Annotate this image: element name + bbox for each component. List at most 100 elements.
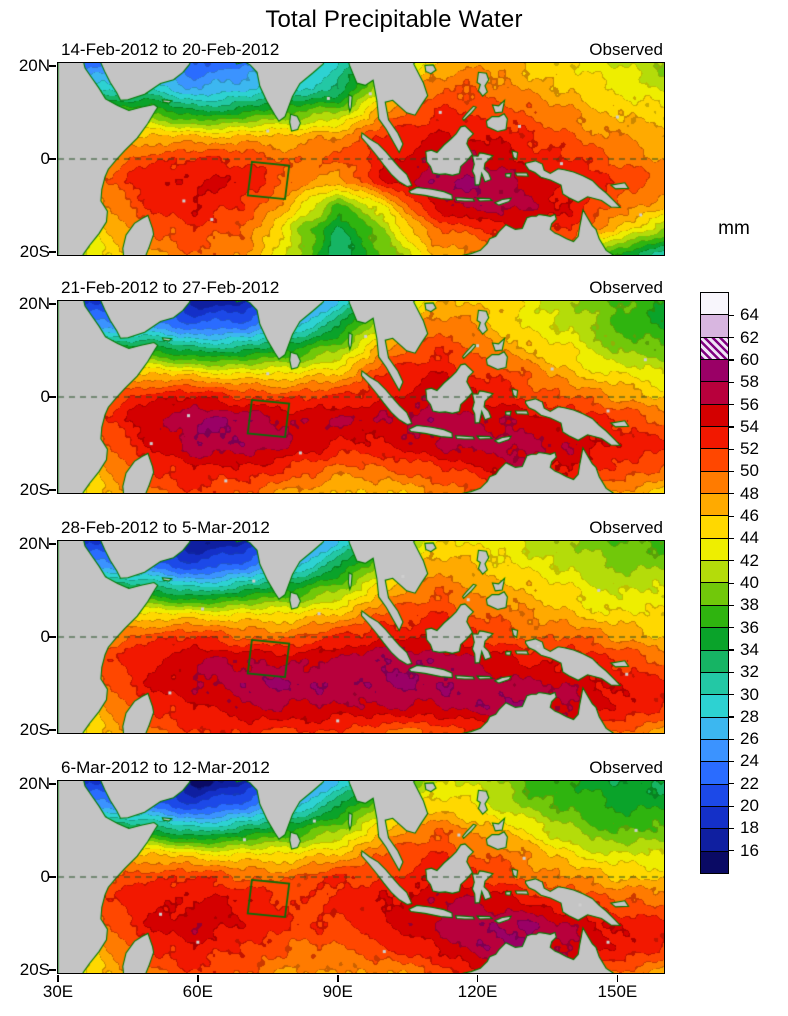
colorbar-segment [701, 783, 728, 806]
colorbar-tick-label: 56 [740, 394, 759, 414]
y-tick-mark [49, 489, 56, 491]
y-tick-mark [49, 783, 56, 785]
colorbar-tick-mark [729, 582, 735, 584]
panel-period: 28-Feb-2012 to 5-Mar-2012 [61, 518, 270, 537]
y-tick-mark [49, 303, 56, 305]
panel-source-label: Observed [589, 758, 663, 777]
y-tick-label: 20N [18, 294, 50, 313]
panel-period: 14-Feb-2012 to 20-Feb-2012 [61, 40, 280, 59]
map-canvas [58, 63, 664, 255]
colorbar-tick-mark [729, 404, 735, 406]
x-tick-label: 120E [457, 982, 498, 1001]
x-tick-mark [337, 974, 339, 982]
x-tick-mark [57, 974, 59, 982]
colorbar-tick-mark [729, 716, 735, 718]
map-frame: 20N 0 20S [19, 535, 665, 738]
panel-4-header: 6-Mar-2012 to 12-Mar-2012 Observed [57, 758, 663, 780]
x-tick-mark [197, 974, 199, 982]
colorbar-tick-label: 48 [740, 483, 759, 503]
y-tick-label: 20N [18, 56, 50, 75]
colorbar-segment [701, 493, 728, 516]
figure-title: Total Precipitable Water [265, 6, 523, 33]
colorbar-segment [701, 671, 728, 695]
colorbar-segment [701, 649, 728, 672]
y-tick-mark [49, 636, 56, 638]
colorbar-tick-label: 50 [740, 461, 759, 481]
panel-4: 6-Mar-2012 to 12-Mar-2012 Observed 20N 0… [19, 758, 665, 1001]
y-tick-label: 20N [18, 774, 50, 793]
x-tick-label: 30E [42, 982, 74, 1001]
colorbar-tick-mark [729, 359, 735, 361]
colorbar-tick-mark [729, 470, 735, 473]
colorbar-segment [701, 515, 728, 538]
colorbar-tick-label: 36 [740, 617, 759, 637]
colorbar-tick-mark [729, 314, 735, 316]
panel-source-label: Observed [589, 278, 663, 297]
y-tick-label: 20S [19, 242, 50, 261]
y-tick-mark [49, 65, 56, 67]
panel-2-header: 21-Feb-2012 to 27-Feb-2012 Observed [57, 278, 663, 300]
x-tick-label: 150E [597, 982, 638, 1001]
map-canvas [58, 781, 664, 973]
colorbar-tick-mark [729, 627, 735, 629]
y-tick-mark [49, 729, 56, 731]
colorbar-segment [701, 314, 728, 337]
colorbar-tick-mark [729, 493, 735, 495]
y-tick-label: 20N [18, 534, 50, 553]
y-tick-label: 0 [40, 387, 50, 406]
colorbar-tick-label: 42 [740, 550, 759, 570]
y-tick-label: 0 [40, 867, 50, 886]
colorbar-segment [701, 537, 728, 561]
colorbar-tick-label: 32 [740, 662, 759, 682]
colorbar-segment [701, 359, 728, 382]
y-tick-mark [49, 396, 56, 398]
colorbar-segment [701, 448, 728, 471]
map-frame: 20N 0 20S 30E 60E 90E 120E 150E [19, 775, 665, 1001]
colorbar-tick-mark [729, 537, 735, 540]
colorbar-segment [701, 426, 728, 449]
y-tick-label: 20S [19, 960, 50, 979]
colorbar-segment [701, 470, 728, 494]
colorbar-tick-mark [729, 337, 735, 339]
panel-period: 6-Mar-2012 to 12-Mar-2012 [61, 758, 270, 777]
y-tick-mark [49, 251, 56, 253]
colorbar-tick-mark [729, 381, 735, 383]
colorbar-tick-mark [729, 426, 735, 428]
colorbar-tick-mark [729, 783, 735, 785]
panel-3: 28-Feb-2012 to 5-Mar-2012 Observed 20N 0… [19, 518, 665, 738]
panel-source-label: Observed [589, 40, 663, 59]
colorbar-tick-mark [729, 515, 735, 517]
panel-1: 14-Feb-2012 to 20-Feb-2012 Observed 20N … [19, 40, 665, 260]
colorbar-tick-label: 64 [740, 305, 759, 325]
colorbar-tick-mark [729, 694, 735, 696]
colorbar-segment [701, 828, 728, 851]
colorbar-tick-mark [729, 560, 735, 562]
colorbar-segment [701, 582, 728, 605]
colorbar-tick-label: 30 [740, 684, 759, 704]
panel-source-label: Observed [589, 518, 663, 537]
colorbar-segment [701, 716, 728, 739]
colorbar-tick-label: 62 [740, 327, 759, 347]
panel-period: 21-Feb-2012 to 27-Feb-2012 [61, 278, 280, 297]
x-tick-mark [476, 974, 479, 982]
panel-3-header: 28-Feb-2012 to 5-Mar-2012 Observed [57, 518, 663, 540]
colorbar-tick-mark [729, 649, 735, 651]
colorbar-tick-label: 24 [740, 751, 759, 771]
colorbar-segment [701, 850, 728, 873]
panel-2: 21-Feb-2012 to 27-Feb-2012 Observed 20N … [19, 278, 665, 498]
y-tick-label: 20S [19, 480, 50, 499]
colorbar-bar [700, 292, 729, 874]
colorbar-tick-label: 26 [740, 729, 759, 749]
colorbar-tick-label: 38 [740, 595, 759, 615]
colorbar-segment [701, 738, 728, 762]
colorbar-segment [701, 560, 728, 583]
colorbar-segment [701, 336, 728, 360]
colorbar-tick-mark [729, 850, 735, 852]
colorbar-tick-label: 46 [740, 506, 759, 526]
y-tick-mark [49, 158, 56, 160]
map-frame: 20N 0 20S [19, 295, 665, 498]
colorbar-tick-mark [729, 671, 735, 673]
y-tick-mark [49, 876, 56, 878]
colorbar-tick-label: 20 [740, 796, 759, 816]
